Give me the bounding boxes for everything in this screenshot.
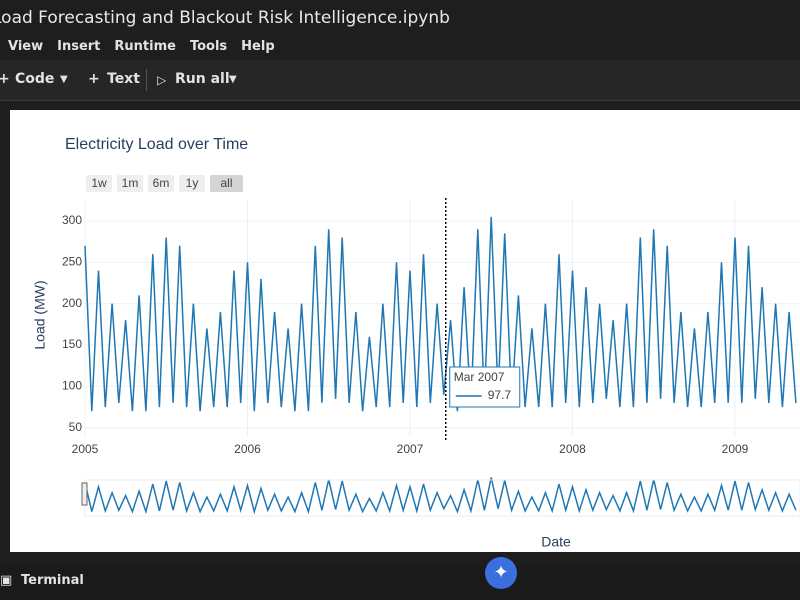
chart: Electricity Load over Time Load (MW) Dat… bbox=[32, 136, 800, 550]
menu-item[interactable]: Help bbox=[241, 39, 275, 54]
notebook-title[interactable]: Load Forecasting and Blackout Risk Intel… bbox=[0, 8, 450, 28]
x-tick-label: 2008 bbox=[559, 442, 586, 456]
toolbar: + Code ▼ + Text ▷ Run all ▼ bbox=[0, 60, 800, 101]
icon: + bbox=[0, 71, 10, 87]
icon: + bbox=[88, 71, 100, 87]
run-all-button[interactable]: Run all bbox=[175, 71, 230, 87]
range-slider-line bbox=[84, 477, 797, 515]
terminal-button[interactable]: Terminal bbox=[21, 573, 84, 588]
range-button-label: 6m bbox=[153, 176, 170, 190]
range-button-label: all bbox=[220, 176, 232, 190]
range-button[interactable] bbox=[179, 175, 205, 192]
hover-value: 97.7 bbox=[488, 388, 512, 402]
y-tick-label: 200 bbox=[62, 296, 82, 310]
x-tick-label: 2007 bbox=[397, 442, 424, 456]
y-tick-label: 250 bbox=[62, 255, 82, 269]
menu-item[interactable]: Insert bbox=[57, 39, 101, 54]
hover-date: Mar 2007 bbox=[454, 370, 505, 384]
code-button[interactable]: Code bbox=[15, 71, 55, 87]
range-button[interactable] bbox=[86, 175, 112, 192]
y-tick-label: 50 bbox=[69, 420, 83, 434]
y-tick-label: 150 bbox=[62, 337, 82, 351]
range-slider-handle[interactable] bbox=[81, 482, 88, 506]
dropdown[interactable]: ▼ bbox=[60, 74, 68, 85]
dropdown[interactable]: ▼ bbox=[229, 74, 237, 85]
y-tick-label: 100 bbox=[62, 379, 82, 393]
y-tick-label: 300 bbox=[62, 213, 82, 227]
x-axis-title: Date bbox=[541, 534, 571, 550]
range-button[interactable] bbox=[210, 175, 243, 192]
load-line bbox=[84, 216, 797, 412]
text-button[interactable]: Text bbox=[107, 71, 140, 87]
menu-bar: View Insert Runtime Tools Help bbox=[8, 39, 275, 54]
range-button-label: 1w bbox=[91, 176, 107, 190]
x-tick-label: 2009 bbox=[722, 442, 749, 456]
range-button-label: 1m bbox=[122, 176, 139, 190]
range-button-label: 1y bbox=[186, 176, 199, 190]
status-bar: ▣ Terminal bbox=[0, 565, 800, 600]
hover-box bbox=[449, 366, 521, 408]
range-slider-frame bbox=[84, 479, 800, 517]
menu-item[interactable]: Tools bbox=[189, 39, 228, 54]
separator bbox=[146, 69, 147, 91]
range-button[interactable] bbox=[148, 175, 174, 192]
icon: ▣ bbox=[0, 573, 13, 588]
menu-item[interactable]: View bbox=[8, 39, 44, 54]
menu-item[interactable]: Runtime bbox=[114, 39, 176, 54]
x-tick-label: 2006 bbox=[234, 442, 261, 456]
range-button[interactable] bbox=[117, 175, 143, 192]
icon: ▷ bbox=[157, 73, 167, 87]
x-tick-label: 2005 bbox=[72, 442, 99, 456]
gemini-button[interactable]: ✦ bbox=[485, 557, 517, 589]
chart-title: Electricity Load over Time bbox=[65, 136, 248, 153]
y-axis-title: Load (MW) bbox=[32, 280, 48, 349]
